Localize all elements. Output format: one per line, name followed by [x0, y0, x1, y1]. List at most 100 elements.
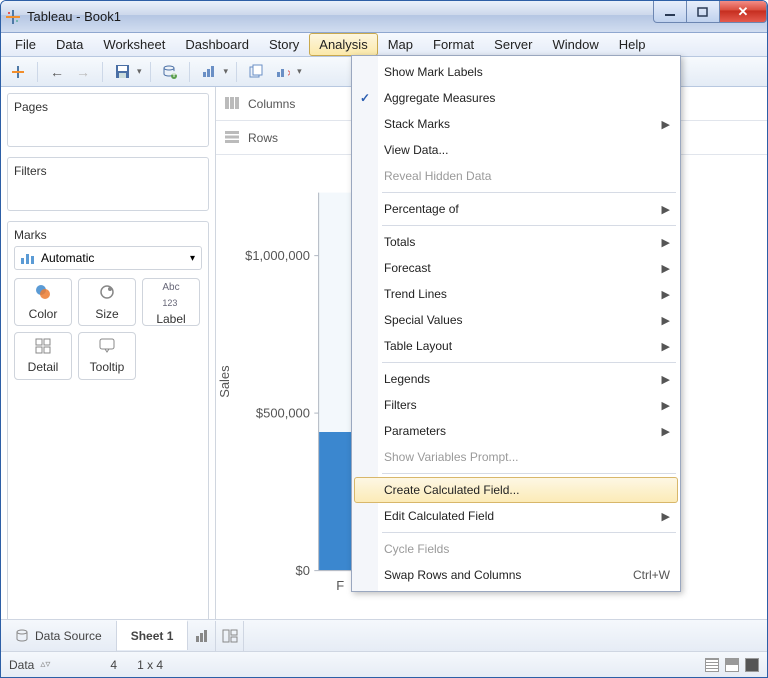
menu-item-swap-rows-and-columns[interactable]: Swap Rows and ColumnsCtrl+W [354, 562, 678, 588]
rows-icon [224, 130, 240, 146]
menu-item-cycle-fields: Cycle Fields [354, 536, 678, 562]
menu-item-reveal-hidden-data: Reveal Hidden Data [354, 163, 678, 189]
menu-item-create-calculated-field[interactable]: Create Calculated Field... [354, 477, 678, 503]
mark-type-value: Automatic [41, 251, 94, 265]
mark-detail-button[interactable]: Detail [14, 332, 72, 380]
submenu-arrow-icon: ▶ [662, 118, 670, 131]
menu-story[interactable]: Story [259, 33, 309, 56]
mark-label-button[interactable]: Abc123Label [142, 278, 200, 326]
menu-worksheet[interactable]: Worksheet [93, 33, 175, 56]
menu-format[interactable]: Format [423, 33, 484, 56]
columns-label: Columns [248, 97, 295, 111]
filters-shelf[interactable]: Filters [7, 157, 209, 211]
clear-sheet-button[interactable]: × [271, 61, 293, 83]
menu-analysis[interactable]: Analysis [309, 33, 377, 56]
analysis-menu-dropdown: Show Mark Labels✓Aggregate MeasuresStack… [351, 55, 681, 592]
pages-shelf[interactable]: Pages [7, 93, 209, 147]
menu-item-legends[interactable]: Legends▶ [354, 366, 678, 392]
view-mode-1-icon[interactable] [705, 658, 719, 672]
tab-sheet-1[interactable]: Sheet 1 [117, 620, 189, 650]
menu-item-table-layout[interactable]: Table Layout▶ [354, 333, 678, 359]
marks-card: Marks Automatic ▾ ColorSizeAbc123Label De… [7, 221, 209, 645]
label-icon: Abc123 [162, 278, 179, 310]
menu-item-parameters[interactable]: Parameters▶ [354, 418, 678, 444]
tableau-logo-icon[interactable] [7, 61, 29, 83]
close-button[interactable]: ✕ [719, 1, 767, 23]
new-dashboard-tab-button[interactable] [216, 621, 244, 651]
menu-server[interactable]: Server [484, 33, 542, 56]
back-button[interactable]: ← [46, 61, 68, 83]
menu-separator [382, 473, 676, 474]
submenu-arrow-icon: ▶ [662, 203, 670, 216]
app-window: Tableau - Book1 ✕ FileDataWorksheetDashb… [0, 0, 768, 678]
menu-file[interactable]: File [5, 33, 46, 56]
menu-item-special-values[interactable]: Special Values▶ [354, 307, 678, 333]
check-icon: ✓ [360, 91, 370, 105]
menu-item-totals[interactable]: Totals▶ [354, 229, 678, 255]
menu-item-edit-calculated-field[interactable]: Edit Calculated Field▶ [354, 503, 678, 529]
mark-color-button[interactable]: Color [14, 278, 72, 326]
titlebar: Tableau - Book1 ✕ [1, 1, 767, 33]
submenu-arrow-icon: ▶ [662, 288, 670, 301]
menu-separator [382, 192, 676, 193]
filters-label: Filters [14, 164, 202, 178]
mark-type-dropdown[interactable]: Automatic ▾ [14, 246, 202, 270]
window-title: Tableau - Book1 [27, 9, 121, 24]
mark-tooltip-button[interactable]: Tooltip [78, 332, 136, 380]
marks-label: Marks [14, 228, 202, 242]
menu-item-stack-marks[interactable]: Stack Marks▶ [354, 111, 678, 137]
mark-size-button[interactable]: Size [78, 278, 136, 326]
app-icon [5, 9, 21, 25]
forward-button[interactable]: → [72, 61, 94, 83]
data-source-icon [15, 629, 29, 643]
submenu-arrow-icon: ▶ [662, 314, 670, 327]
submenu-arrow-icon: ▶ [662, 399, 670, 412]
view-mode-3-icon[interactable] [745, 658, 759, 672]
svg-text:F: F [336, 578, 344, 593]
submenu-arrow-icon: ▶ [662, 340, 670, 353]
menu-item-aggregate-measures[interactable]: ✓Aggregate Measures [354, 85, 678, 111]
new-data-source-button[interactable]: + [159, 61, 181, 83]
menu-separator [382, 225, 676, 226]
menu-item-show-variables-prompt: Show Variables Prompt... [354, 444, 678, 470]
menu-item-percentage-of[interactable]: Percentage of▶ [354, 196, 678, 222]
submenu-arrow-icon: ▶ [662, 236, 670, 249]
sort-indicator-icon: ▵▿ [40, 659, 50, 670]
save-button[interactable] [111, 61, 133, 83]
menu-item-view-data[interactable]: View Data... [354, 137, 678, 163]
rows-label: Rows [248, 131, 278, 145]
maximize-button[interactable] [686, 1, 720, 23]
submenu-arrow-icon: ▶ [662, 262, 670, 275]
svg-text:$1,000,000: $1,000,000 [245, 248, 310, 263]
status-data-label: Data [9, 658, 34, 672]
tab-sheet-label: Sheet 1 [131, 629, 174, 643]
menu-window[interactable]: Window [542, 33, 608, 56]
chevron-down-icon: ▾ [190, 253, 195, 264]
menu-help[interactable]: Help [609, 33, 656, 56]
menu-item-trend-lines[interactable]: Trend Lines▶ [354, 281, 678, 307]
svg-text:$500,000: $500,000 [256, 405, 310, 420]
tab-data-source-label: Data Source [35, 629, 102, 643]
minimize-button[interactable] [653, 1, 687, 23]
menu-item-filters[interactable]: Filters▶ [354, 392, 678, 418]
pages-label: Pages [14, 100, 202, 114]
status-marks-count: 4 [110, 658, 117, 672]
color-icon [34, 283, 52, 305]
new-worksheet-tab-button[interactable] [188, 621, 216, 651]
duplicate-sheet-button[interactable] [245, 61, 267, 83]
view-mode-2-icon[interactable] [725, 658, 739, 672]
submenu-arrow-icon: ▶ [662, 510, 670, 523]
sheet-tabs: Data Source Sheet 1 [1, 619, 767, 651]
size-icon [98, 283, 116, 305]
menu-item-forecast[interactable]: Forecast▶ [354, 255, 678, 281]
detail-icon [35, 338, 51, 358]
side-panels: Pages Filters Marks Automatic ▾ ColorSiz… [1, 87, 215, 651]
tab-data-source[interactable]: Data Source [1, 621, 117, 651]
menu-item-show-mark-labels[interactable]: Show Mark Labels [354, 59, 678, 85]
svg-text:×: × [287, 66, 290, 79]
new-worksheet-button[interactable] [198, 61, 220, 83]
menu-data[interactable]: Data [46, 33, 93, 56]
menu-dashboard[interactable]: Dashboard [175, 33, 259, 56]
tooltip-icon [99, 338, 115, 358]
menu-map[interactable]: Map [378, 33, 423, 56]
